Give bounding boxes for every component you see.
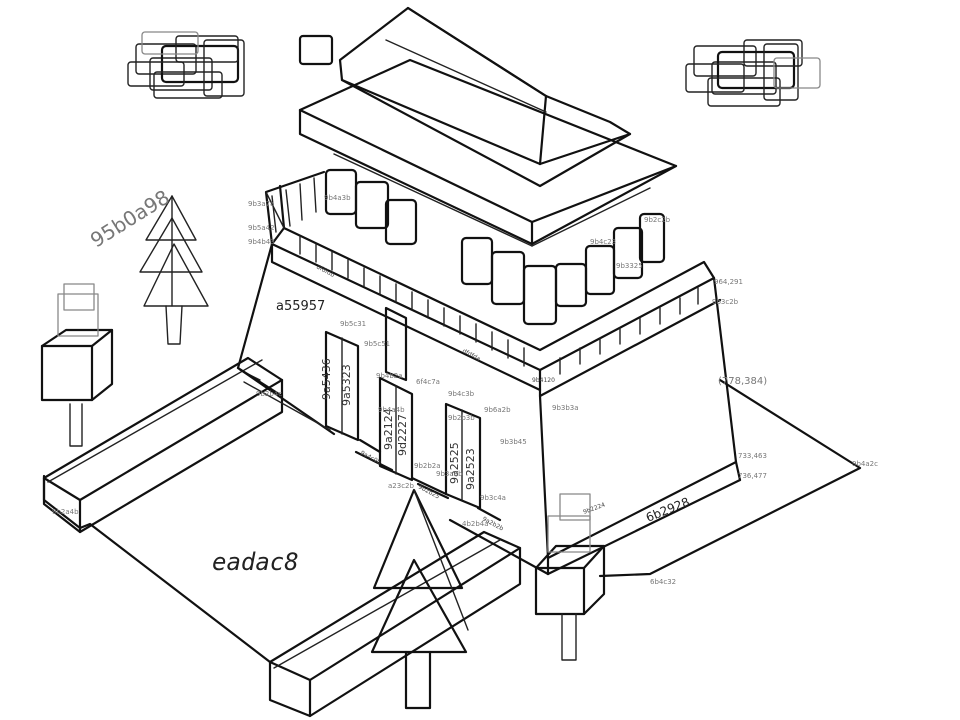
pillar-mid-1-label: 9a2124 (382, 408, 395, 450)
small-tag: 9b4b2a (376, 372, 403, 380)
small-tag: 9b3325 (616, 262, 643, 270)
small-tag: 9b3b45 (500, 438, 527, 446)
small-tag: 9b6a2b (484, 406, 511, 414)
tree-center (370, 488, 469, 710)
pillar-left-1-label: 9a5436 (320, 358, 333, 400)
small-tag: 9b2c2b (644, 216, 671, 224)
gate-pillars (324, 306, 502, 522)
small-tag: 9b4c3b (448, 390, 475, 398)
pillar-right-1-label: 9a2525 (448, 442, 461, 484)
small-tag: 4b2b4a (462, 520, 489, 528)
small-tag: 9b2b3b (448, 414, 475, 422)
left-cloud (127, 31, 245, 99)
small-annotation-tags: 9b3a7a 9b5a42 9b4b43 9b5c51 9b5c31 9b4b2… (52, 194, 878, 586)
right-side-label-2: 733,463 (738, 452, 767, 460)
small-tag: 6f4c7a (416, 378, 440, 386)
pillar-right-2-label: 9a2523 (464, 448, 477, 490)
tree-left (139, 195, 209, 345)
right-side-label-1: 964,291 (714, 278, 743, 286)
small-tag: 9b5c51 (364, 340, 390, 348)
small-tag: 9b2a4b (52, 508, 79, 516)
shrub-left (40, 283, 114, 447)
small-tag: 9b2b4c (256, 390, 282, 398)
small-tag: 9b3a7a (248, 200, 274, 208)
corner-coordinate-label: (778,384) (718, 376, 767, 387)
small-tag: 9b5c31 (340, 320, 366, 328)
small-tag: 9b3c2b (712, 298, 739, 306)
small-tag: 9b2b2a (414, 462, 441, 470)
pillar-left-2-label: 9a5323 (340, 364, 353, 406)
bottom-wall-block (268, 530, 522, 718)
left-tree-note: 95b0a98 (86, 185, 174, 252)
small-tag: 9b4a4b (378, 406, 405, 414)
parapet (264, 170, 722, 398)
right-corner-label-2: 9b2224 (582, 501, 606, 515)
small-tag: 9b5a42 (248, 224, 275, 232)
small-tag: 9b4a3b (324, 194, 351, 202)
pavilion (298, 6, 678, 326)
right-side-label-3: 736,477 (738, 472, 767, 480)
small-tag: 9b3a3b (436, 470, 463, 478)
right-cloud (685, 39, 821, 107)
left-wall-block (42, 356, 284, 534)
small-tag: 9b4c23 (590, 238, 616, 246)
sun-square (298, 34, 334, 66)
right-corner-label-1: 9b4120 (532, 377, 555, 384)
small-tag: 9b3c4a (480, 494, 506, 502)
small-tag: 6b4c32 (650, 578, 676, 586)
small-tag: a23c2b (388, 482, 414, 490)
courtyard-label: eadac8 (212, 548, 299, 576)
fortress-base (236, 242, 742, 576)
small-tag: 9b4b43 (248, 238, 275, 246)
right-wall-label: 6b2928 (644, 495, 692, 525)
small-tag: 9b3b3a (552, 404, 579, 412)
parapet-front-label: dfdfda (461, 348, 482, 363)
front-wall-label: a55957 (276, 299, 325, 314)
pillar-mid-2-label: 9d2227 (396, 414, 409, 456)
shrub-right (534, 493, 606, 661)
small-tag: 9b4a2c (852, 460, 878, 468)
